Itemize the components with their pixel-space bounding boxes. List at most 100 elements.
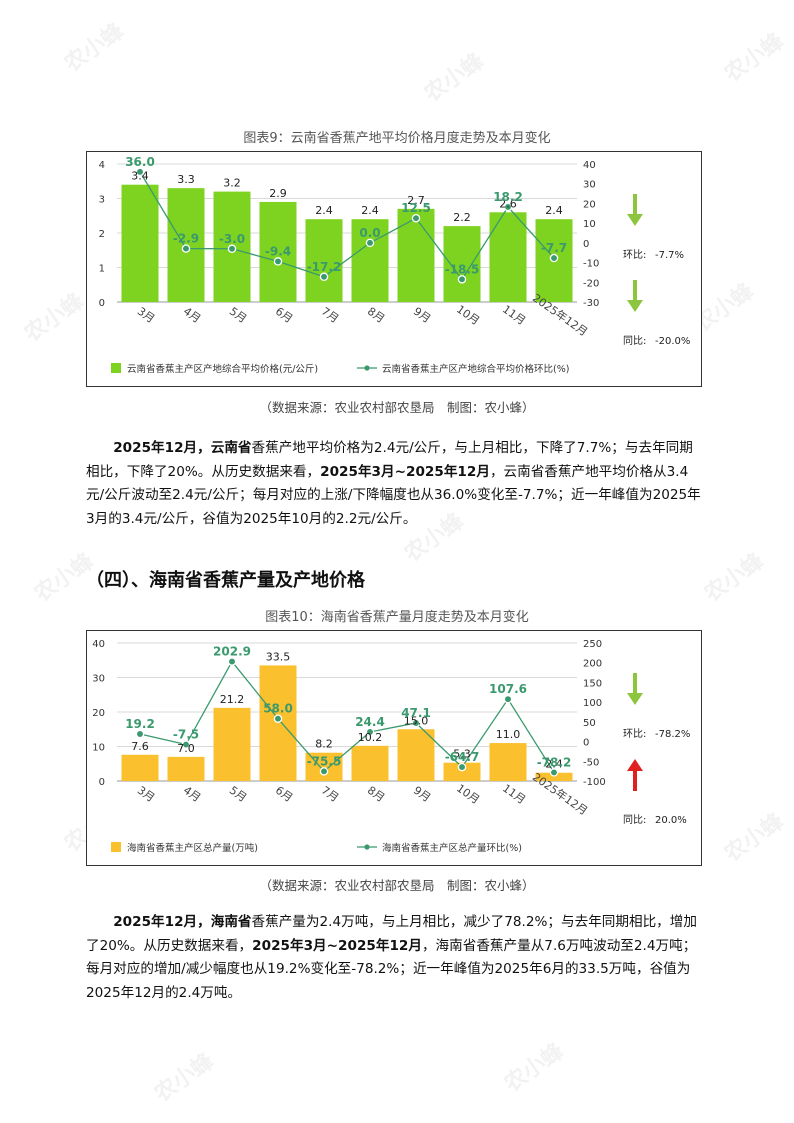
yoy-arrow-icon (627, 759, 643, 791)
right-axis-tick: 50 (583, 718, 596, 729)
x-axis-tick-label: 4月 (181, 784, 203, 805)
legend-swatch-point (364, 365, 370, 371)
figure9-chart: 0 1 2 3 4 -30 -20 -10 0 10 20 30 40 3.4 3.3 3.2 2.9 2.4 2.… (99, 155, 691, 375)
line-point (319, 272, 329, 282)
line-value-label: 58.0 (263, 702, 293, 716)
line-value-label: -3.0 (219, 232, 245, 246)
x-axis-tick-label: 10月 (454, 303, 482, 328)
line-point (457, 762, 467, 772)
bar-value-label: 3.4 (131, 170, 149, 183)
figure10-source: （数据来源：农业农村部农垦局 制图：农小蜂） (259, 878, 535, 893)
right-axis-tick: 10 (583, 219, 596, 230)
legend-swatch-bar (111, 363, 121, 373)
watermark-text: 农小蜂 (720, 808, 789, 868)
left-axis-tick: 30 (92, 674, 105, 685)
line-point (549, 253, 559, 263)
x-axis-tick-label: 6月 (273, 784, 295, 805)
bar (121, 754, 159, 781)
x-axis-tick-label: 11月 (500, 303, 528, 328)
line-value-label: -75.5 (307, 754, 342, 768)
figure10-chart-frame: 0 10 20 30 40 -100 -50 0 50 100 150 200 250 7.6 7.0 21.… (86, 630, 702, 866)
para2-date: 2025年12月， (113, 914, 211, 930)
line-value-label: 18.2 (493, 190, 523, 204)
paragraph-hainan: 2025年12月，海南省香蕉产量为2.4万吨，与上月相比，减少了78.2%；与去… (86, 911, 702, 1005)
bar (351, 219, 389, 302)
x-axis-tick-label: 11月 (500, 782, 528, 807)
figure9-source: （数据来源：农业农村部农垦局 制图：农小蜂） (259, 400, 535, 415)
legend-label-bar: 云南省香蕉主产区产地综合平均价格(元/公斤) (127, 363, 318, 375)
series-line (139, 171, 555, 281)
line-point (135, 729, 145, 739)
right-axis-tick: -50 (583, 757, 599, 768)
bar-value-label: 11.0 (496, 728, 521, 741)
line-point (365, 238, 375, 248)
line-point (365, 727, 375, 737)
left-axis-tick: 3 (99, 195, 105, 206)
right-axis-tick: 200 (583, 659, 602, 670)
line-point (319, 767, 329, 776)
section-heading-hainan: （四）、海南省香蕉产量及产地价格 (86, 570, 365, 591)
x-axis-tick-label: 3月 (135, 784, 157, 805)
bar-value-label: 3.3 (177, 173, 195, 186)
x-axis-tick-label: 9月 (411, 305, 433, 326)
x-axis-tick-label: 4月 (181, 305, 203, 326)
para2-province: 海南省 (210, 914, 252, 930)
bar-value-label: 2.2 (453, 211, 471, 224)
mom-value: -78.2% (655, 729, 690, 740)
watermark-text: 农小蜂 (500, 1038, 569, 1098)
para1-date: 2025年12月， (113, 440, 211, 456)
para1-province: 云南省 (210, 440, 252, 456)
para1-range: 2025年3月~2025年12月 (320, 463, 490, 480)
bar-value-label: 15.0 (404, 714, 429, 727)
line-value-label: -9.4 (265, 244, 291, 258)
line-value-label: 36.0 (125, 155, 155, 169)
line-value-label: -18.5 (445, 262, 480, 276)
right-axis-tick: -10 (583, 259, 599, 270)
bar-value-label: 2.4 (545, 758, 563, 771)
bar-value-label: 21.2 (220, 693, 245, 706)
bar (535, 772, 573, 781)
paragraph-yunnan: 2025年12月，云南省香蕉产地平均价格为2.4元/公斤，与上月相比，下降了7.… (86, 437, 702, 531)
x-axis-tick-label: 10月 (454, 782, 482, 807)
mom-value: -7.7% (655, 250, 684, 261)
line-point (273, 257, 283, 266)
bar (305, 219, 343, 302)
line-value-label: 12.5 (401, 201, 431, 215)
watermark-text: 农小蜂 (20, 288, 89, 348)
line-point (181, 740, 191, 749)
legend-label-bar: 海南省香蕉主产区总产量(万吨) (127, 842, 258, 854)
para1-text2: ，云南省香蕉产地平均价格从3.4元/公斤波动至2.4元/公斤；每月对应的上涨/下… (86, 463, 701, 527)
line-value-label: 47.1 (401, 706, 431, 720)
yoy-arrow-icon (627, 280, 643, 312)
bar-value-label: 10.2 (358, 731, 383, 744)
bar (443, 226, 481, 302)
bar-value-label: 2.7 (407, 194, 425, 207)
line-value-label: -7.5 (173, 728, 199, 742)
left-axis-tick: 40 (92, 639, 105, 650)
bar (121, 184, 159, 302)
line-value-label: 19.2 (125, 717, 155, 731)
right-axis-tick: -20 (583, 278, 599, 289)
bar-value-label: 2.6 (499, 197, 517, 210)
left-axis-tick: 20 (92, 708, 105, 719)
line-point (227, 244, 237, 254)
watermark-text: 农小蜂 (150, 1048, 219, 1108)
yoy-label: 同比: (623, 335, 646, 347)
bar-value-label: 2.4 (315, 204, 333, 217)
para2-text2: ，海南省香蕉产量从7.6万吨波动至2.4万吨；每月对应的增加/减少幅度也从19.… (86, 937, 697, 1001)
mom-arrow-icon (627, 673, 643, 705)
x-axis-tick-label: 8月 (365, 305, 387, 326)
left-axis-tick: 1 (99, 264, 105, 275)
line-point (503, 202, 513, 212)
bar-value-label: 7.0 (177, 742, 195, 755)
right-axis-tick: -30 (583, 298, 599, 309)
bar (167, 756, 205, 781)
line-point (181, 244, 191, 253)
left-axis-tick: 10 (92, 743, 105, 754)
figure9-title: 图表9：云南省香蕉产地平均价格月度走势及本月变化 (243, 131, 551, 146)
bar-value-label: 33.5 (266, 650, 291, 663)
line-point (411, 213, 421, 223)
line-value-label: -78.2 (537, 755, 572, 769)
mom-arrow-icon (627, 194, 643, 226)
left-axis-tick: 4 (99, 160, 105, 171)
